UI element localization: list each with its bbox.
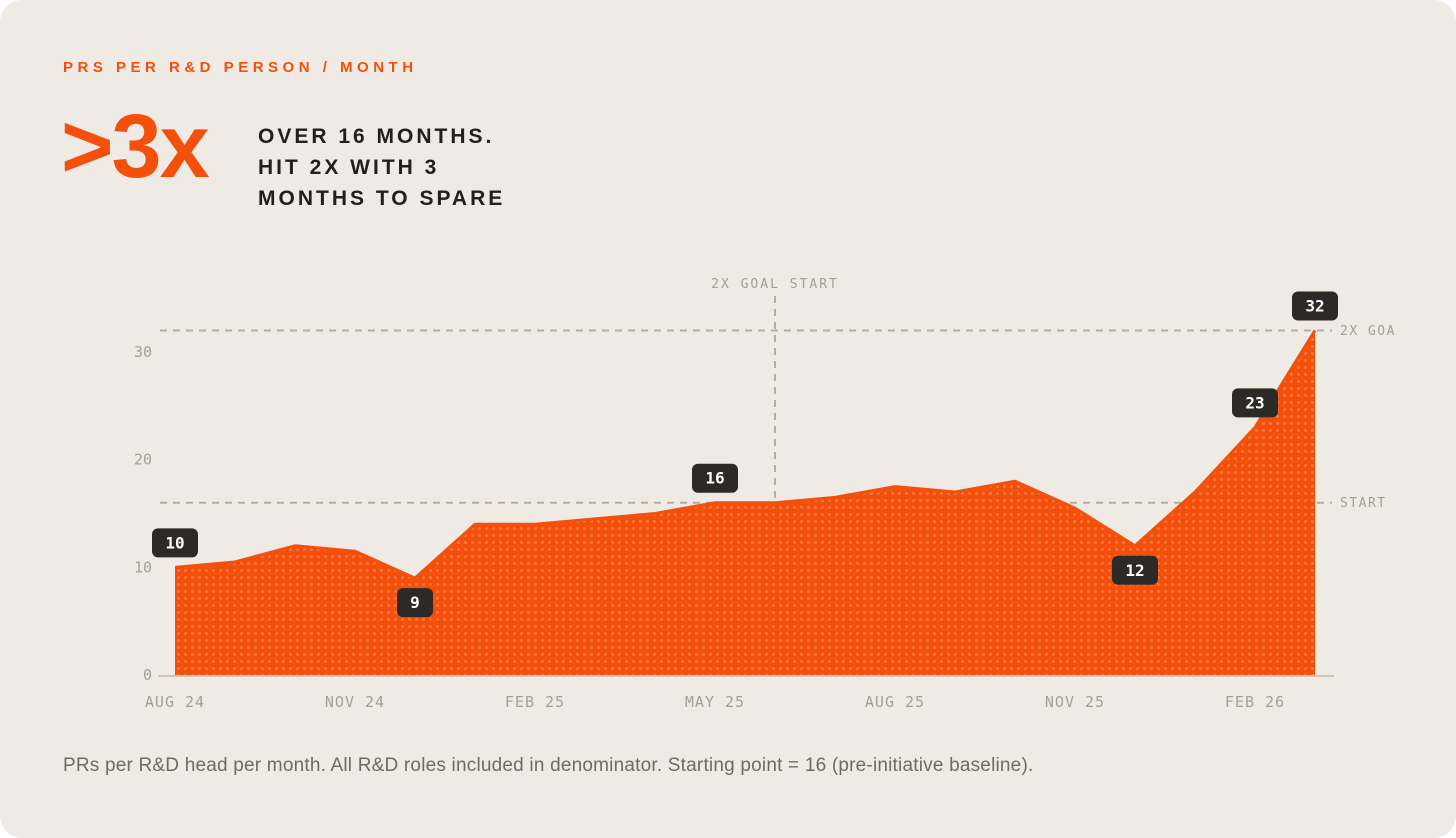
point-label-badge	[152, 528, 198, 558]
point-label-badge	[1112, 555, 1158, 585]
y-axis-label: 0	[143, 666, 152, 684]
point-label-value: 32	[1305, 296, 1324, 315]
point-label-value: 16	[705, 469, 724, 488]
x-axis-label: FEB 25	[505, 693, 565, 711]
headline-line-3: MONTHS TO SPARE	[258, 187, 506, 210]
point-label-badge	[397, 588, 433, 618]
ref-line-label-1: START	[1340, 496, 1387, 511]
headline-text: OVER 16 MONTHS. HIT 2X WITH 3 MONTHS TO …	[258, 121, 505, 214]
x-axis-label: FEB 26	[1225, 693, 1285, 711]
chart-footnote: PRs per R&D head per month. All R&D role…	[63, 755, 1034, 776]
point-label-badge	[1232, 388, 1278, 418]
goal-start-label: 2X GOAL START	[711, 277, 839, 292]
area-series-line	[174, 329, 1317, 580]
point-label-badge	[1292, 291, 1338, 321]
x-axis-label: MAY 25	[685, 693, 745, 711]
ref-line-label-0: 2X GOA	[1340, 324, 1396, 339]
point-label-value: 23	[1245, 393, 1264, 412]
x-axis-label: NOV 24	[325, 693, 385, 711]
x-axis-label: AUG 25	[865, 693, 925, 711]
y-axis-label: 10	[134, 558, 152, 576]
headline-line-1: OVER 16 MONTHS.	[258, 125, 495, 148]
point-label-value: 12	[1125, 561, 1144, 580]
y-axis-label: 30	[134, 343, 152, 361]
point-label-value: 9	[410, 593, 420, 612]
chart-title: PRS PER R&D PERSON / MONTH	[63, 59, 418, 76]
headline-multiplier: >3x	[61, 97, 210, 197]
x-axis-label: AUG 24	[145, 693, 205, 711]
x-axis-label: NOV 25	[1045, 693, 1105, 711]
point-label-badge	[692, 463, 738, 493]
y-axis-label: 20	[134, 451, 152, 469]
headline-line-2: HIT 2X WITH 3	[258, 156, 440, 179]
point-label-value: 10	[165, 533, 184, 552]
